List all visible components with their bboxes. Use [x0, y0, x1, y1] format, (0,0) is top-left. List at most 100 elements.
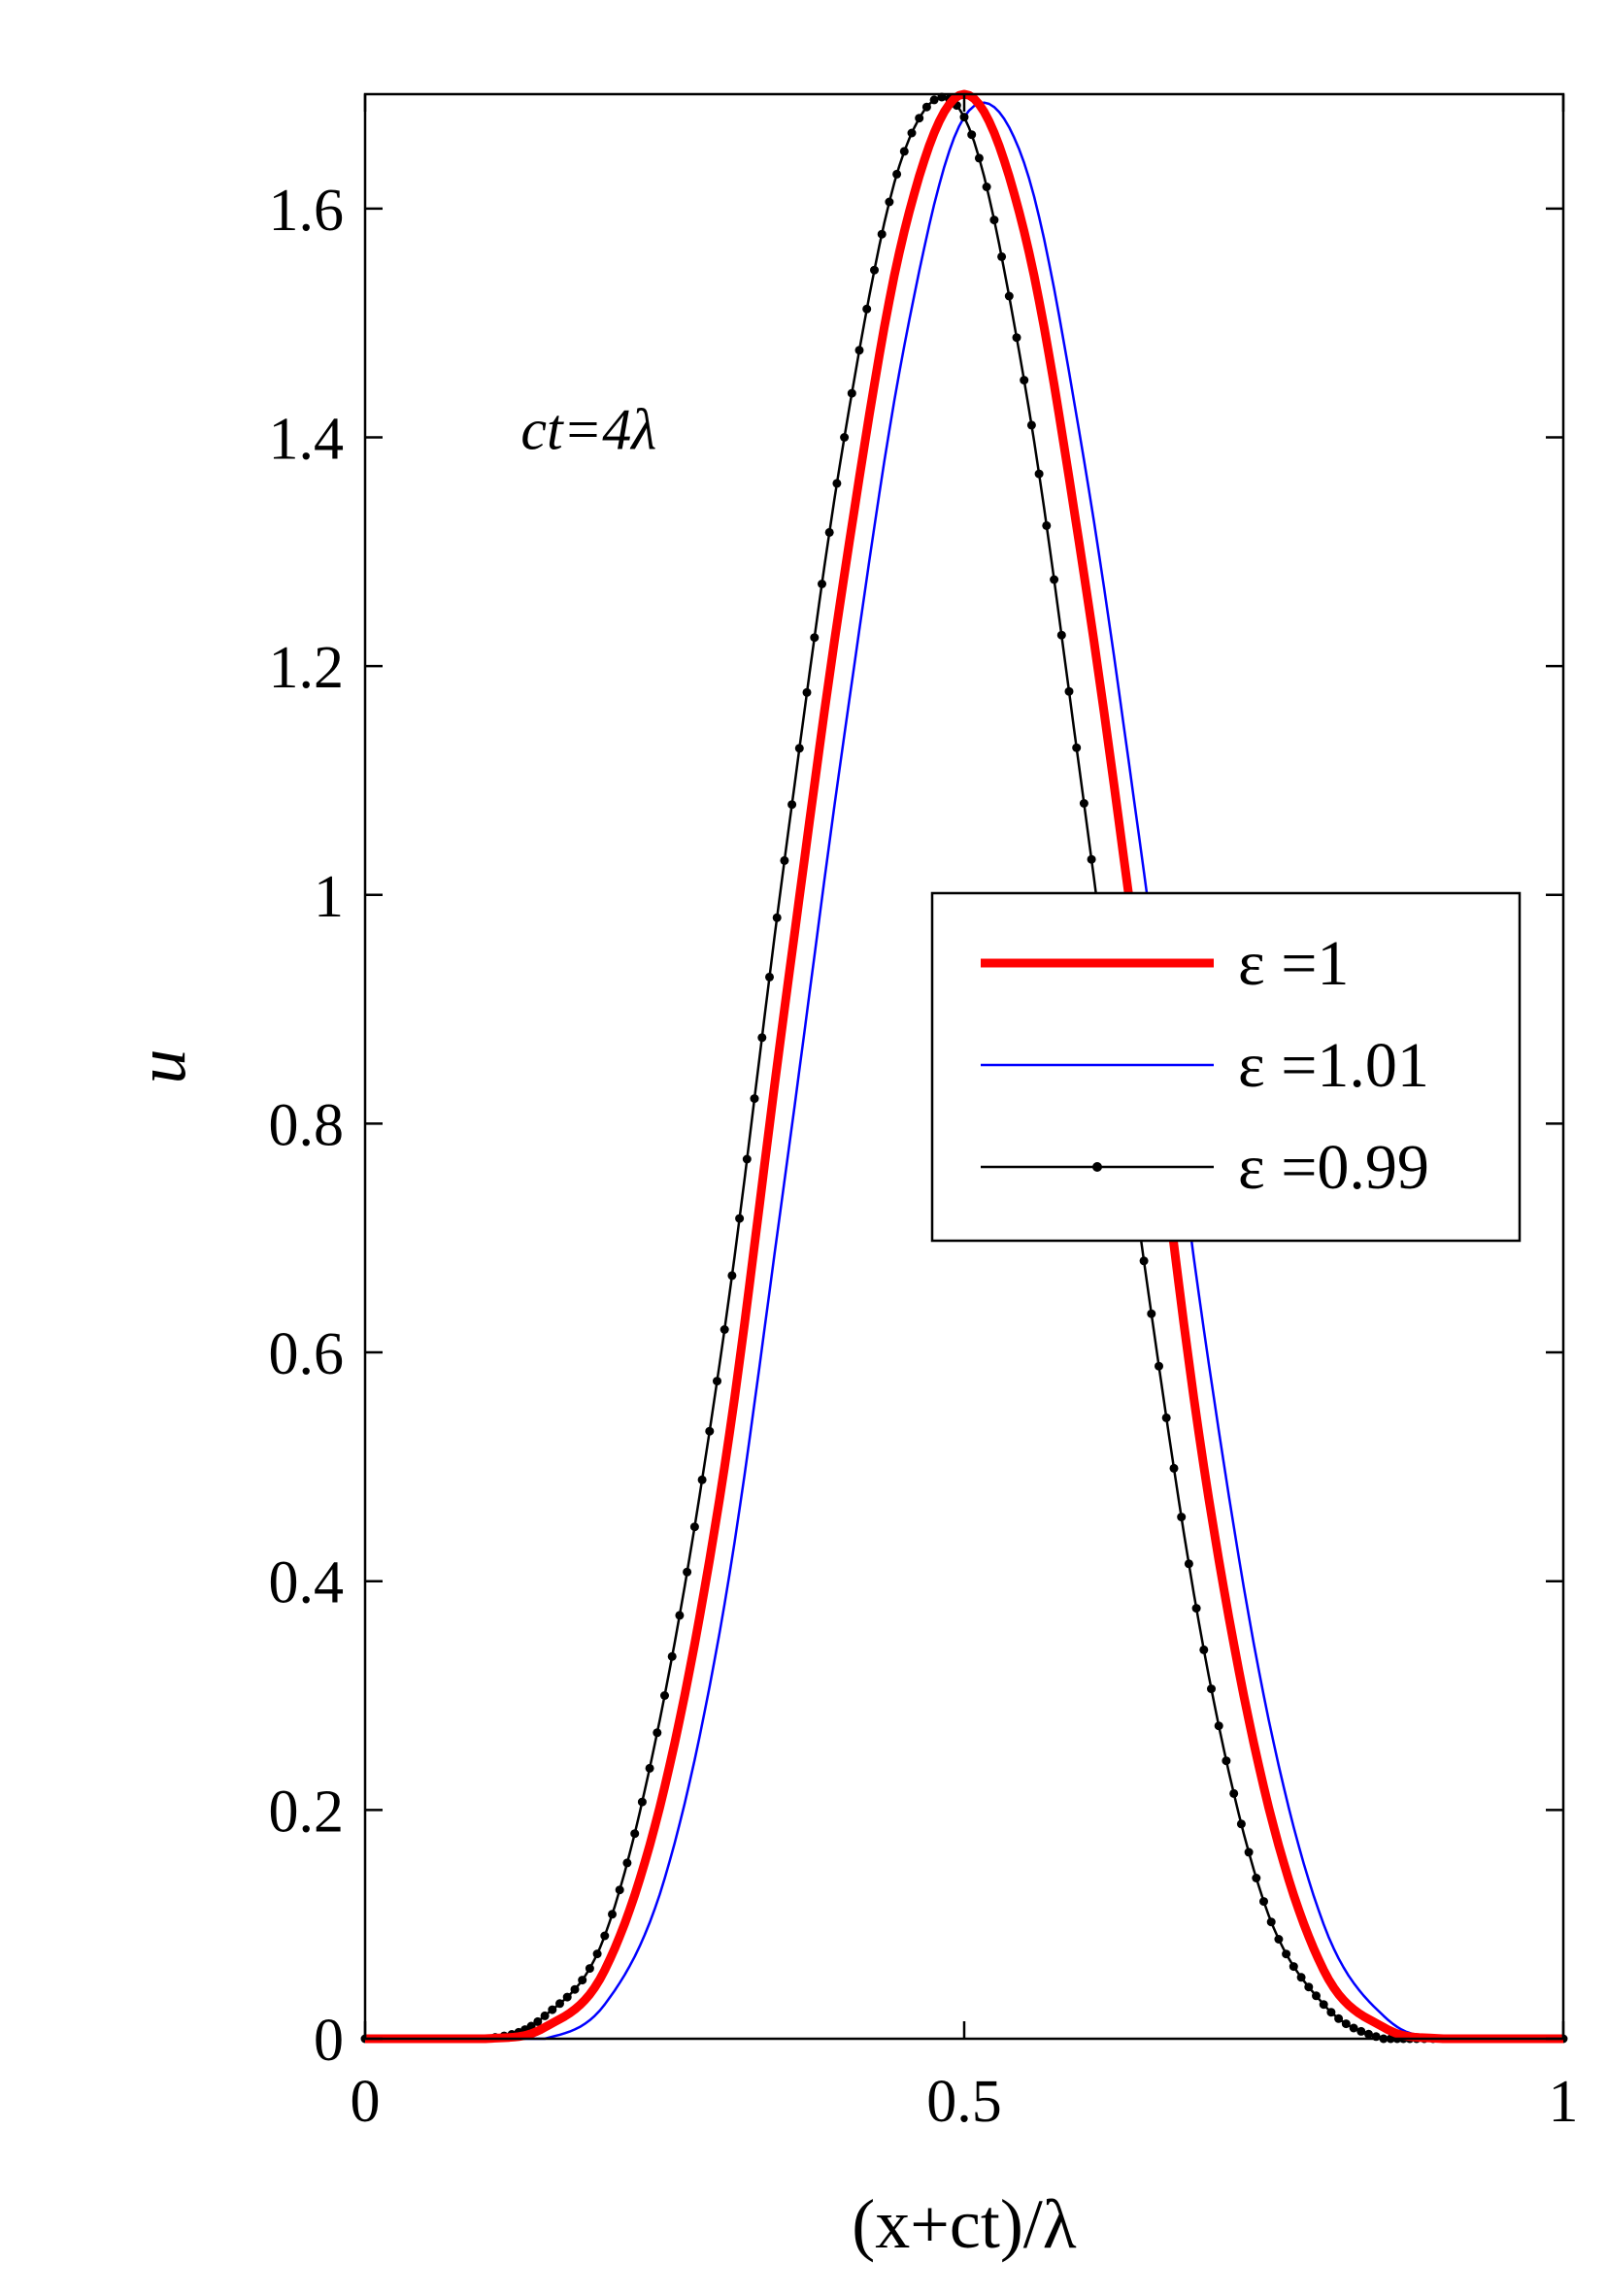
- series-marker: [802, 687, 812, 697]
- series-marker: [1364, 2029, 1373, 2039]
- y-tick-label: 0.6: [269, 1321, 345, 1387]
- series-marker: [548, 2005, 557, 2014]
- series-marker: [1056, 630, 1066, 640]
- series-marker: [787, 800, 797, 810]
- series-marker: [720, 1325, 729, 1334]
- series-marker: [1199, 1645, 1209, 1654]
- series-marker: [772, 913, 782, 922]
- series-marker: [1259, 1897, 1268, 1907]
- x-tick-label: 1: [1549, 2069, 1579, 2135]
- series-marker: [989, 216, 999, 225]
- series-marker: [1184, 1559, 1193, 1569]
- series-marker: [854, 346, 864, 355]
- series-marker: [683, 1567, 692, 1577]
- series-marker: [1034, 469, 1044, 479]
- series-marker: [1236, 1819, 1246, 1829]
- series-marker: [997, 251, 1007, 261]
- series-marker: [578, 1976, 587, 1985]
- series-marker: [1191, 1604, 1201, 1614]
- y-tick-label: 0.2: [269, 1779, 345, 1845]
- series-marker: [1304, 1982, 1314, 1992]
- series-marker: [750, 1094, 759, 1104]
- series-marker: [592, 1949, 602, 1959]
- series-marker: [1356, 2026, 1366, 2036]
- series-marker: [630, 1829, 640, 1839]
- y-tick-label: 1.4: [269, 406, 345, 472]
- series-marker: [1020, 376, 1029, 385]
- series-marker: [794, 744, 804, 753]
- series-marker: [907, 128, 917, 138]
- series-marker: [667, 1651, 677, 1661]
- series-marker: [1326, 2008, 1336, 2017]
- series-marker: [533, 2016, 543, 2026]
- series-marker: [915, 114, 924, 123]
- series-marker: [540, 2011, 550, 2020]
- series-marker: [877, 229, 887, 239]
- series-marker: [967, 130, 977, 140]
- series-marker: [1155, 1361, 1163, 1371]
- series-marker: [1266, 1917, 1276, 1927]
- series-marker: [660, 1691, 669, 1700]
- series-marker: [1334, 2013, 1344, 2023]
- series-marker: [982, 183, 991, 191]
- series-marker: [555, 1999, 564, 2009]
- series-marker: [824, 527, 834, 537]
- series-marker: [1072, 743, 1082, 752]
- series-marker: [1087, 854, 1096, 864]
- y-tick-label: 0.8: [269, 1092, 345, 1158]
- series-marker: [697, 1475, 707, 1484]
- series-marker: [1050, 575, 1059, 584]
- y-tick-label: 1.6: [269, 178, 345, 244]
- series-marker: [1312, 1991, 1321, 2001]
- y-tick-label: 0.4: [269, 1550, 345, 1616]
- legend-marker: [1092, 1162, 1102, 1172]
- y-tick-label: 1.2: [269, 635, 345, 701]
- series-marker: [921, 102, 931, 112]
- series-marker: [705, 1426, 715, 1436]
- series-marker: [810, 633, 820, 643]
- legend: ε =1 ε =1.01 ε =0.99: [930, 891, 1522, 1243]
- series-marker: [780, 855, 789, 865]
- legend-box: [930, 891, 1522, 1243]
- legend-label: ε =0.99: [1238, 1132, 1429, 1203]
- series-marker: [1042, 520, 1052, 530]
- series-marker: [615, 1885, 624, 1895]
- series-marker: [742, 1154, 752, 1164]
- series-marker: [1252, 1874, 1261, 1882]
- y-tick-label: 0: [314, 2008, 344, 2074]
- series-marker: [959, 113, 969, 122]
- series-marker: [622, 1858, 632, 1868]
- series-marker: [1222, 1756, 1231, 1766]
- series-marker: [1282, 1949, 1291, 1959]
- series-marker: [818, 580, 826, 588]
- x-axis-label: (x+ct)/λ: [852, 2185, 1077, 2263]
- series-marker: [832, 479, 842, 488]
- series-marker: [1161, 1413, 1171, 1422]
- series-marker: [1296, 1973, 1306, 1982]
- series-marker: [899, 147, 909, 156]
- series-marker: [1079, 799, 1088, 808]
- series-marker: [735, 1214, 745, 1223]
- series-marker: [1319, 2000, 1328, 2010]
- series-marker: [1177, 1513, 1187, 1522]
- series-marker: [1274, 1935, 1284, 1944]
- series-marker: [862, 304, 872, 314]
- series-marker: [713, 1377, 721, 1386]
- series-marker: [1064, 686, 1074, 696]
- series-marker: [1289, 1962, 1298, 1972]
- series-marker: [727, 1271, 737, 1281]
- series-marker: [1147, 1309, 1156, 1318]
- series-marker: [1207, 1684, 1216, 1694]
- series-marker: [1214, 1721, 1223, 1731]
- series-marker: [645, 1763, 654, 1773]
- y-axis-label: u: [122, 1049, 200, 1084]
- legend-label: ε =1: [1238, 928, 1349, 999]
- series-marker: [974, 153, 984, 163]
- annotation-label: ct=4λ: [520, 397, 656, 461]
- series-marker: [757, 1033, 767, 1043]
- x-tick-label: 0: [351, 2069, 381, 2135]
- series-marker: [929, 95, 939, 105]
- series-marker: [840, 433, 850, 442]
- series-marker: [637, 1797, 647, 1807]
